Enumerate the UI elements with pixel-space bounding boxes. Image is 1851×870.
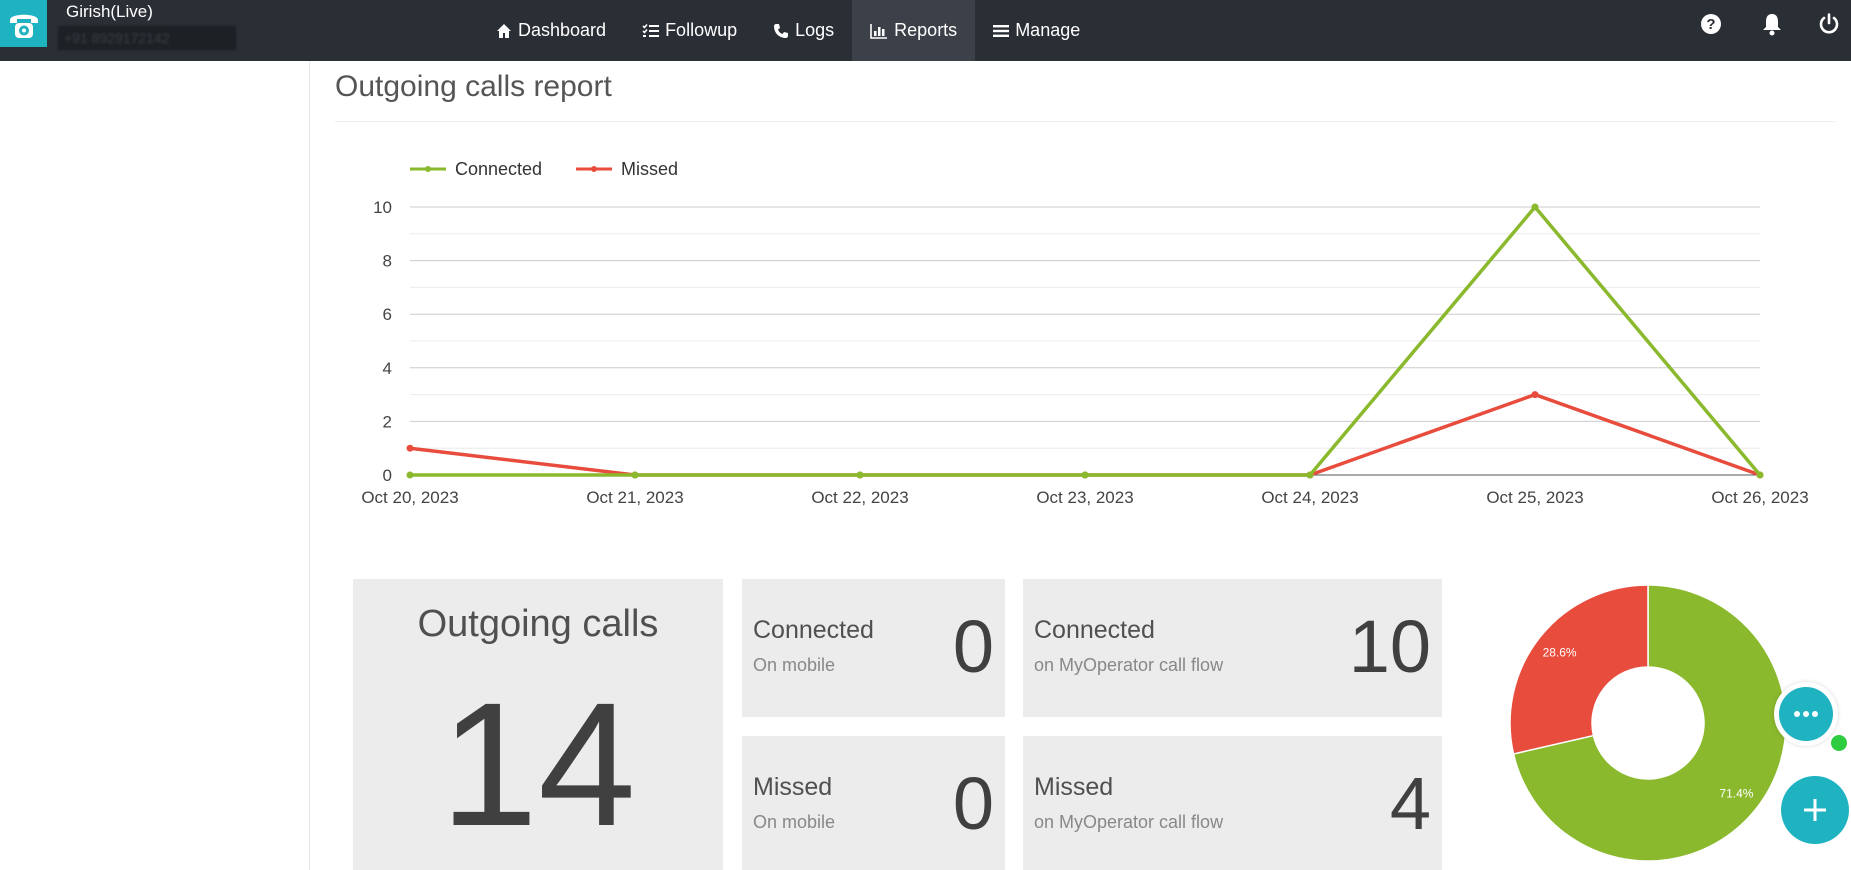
y-tick-label: 10 — [373, 198, 392, 217]
legend-marker — [425, 166, 431, 172]
missed-mobile-title: Missed — [753, 773, 833, 801]
checklist-icon — [642, 23, 660, 37]
account-phone: +91 8929172142 — [58, 26, 236, 50]
phone-logo-icon[interactable] — [0, 0, 47, 47]
data-point-connected — [631, 471, 639, 479]
connected-mobile-card: Connected On mobile 0 — [742, 579, 1005, 717]
connected-mobile-title: Connected — [753, 616, 874, 644]
missed-flow-card: Missed on MyOperator call flow 4 — [1023, 736, 1442, 870]
help-icon[interactable]: ? — [1698, 11, 1724, 37]
title-divider — [335, 121, 1835, 122]
x-tick-label: Oct 24, 2023 — [1261, 488, 1358, 507]
main-nav: Dashboard Followup Logs Reports Manage — [478, 0, 1098, 61]
data-point-missed — [406, 444, 414, 452]
missed-flow-sub: on MyOperator call flow — [1034, 812, 1224, 832]
power-icon[interactable] — [1816, 11, 1842, 37]
account-name: Girish(Live) — [66, 2, 153, 21]
nav-logs[interactable]: Logs — [755, 0, 852, 61]
donut-slice-label: 71.4% — [1719, 786, 1753, 800]
legend-label: Missed — [621, 159, 678, 179]
nav-followup[interactable]: Followup — [624, 0, 755, 61]
y-tick-label: 0 — [383, 466, 392, 485]
missed-mobile-card: Missed On mobile 0 — [742, 736, 1005, 870]
x-tick-label: Oct 20, 2023 — [361, 488, 458, 507]
calls-donut-chart: 71.4% 28.6% — [1509, 584, 1787, 862]
x-tick-label: Oct 26, 2023 — [1711, 488, 1808, 507]
plus-icon — [1804, 799, 1826, 821]
data-point-connected — [1306, 471, 1314, 479]
nav-reports[interactable]: Reports — [852, 0, 976, 61]
y-tick-label: 2 — [383, 412, 392, 431]
total-value: 14 — [440, 667, 636, 863]
nav-dashboard-label: Dashboard — [518, 20, 607, 40]
connected-mobile-value: 0 — [952, 605, 994, 688]
nav-manage[interactable]: Manage — [975, 0, 1098, 61]
legend-item: Connected — [410, 159, 542, 179]
data-point-connected — [1531, 203, 1539, 211]
sidebar-divider — [309, 61, 310, 870]
connected-flow-title: Connected — [1034, 616, 1155, 644]
donut-slice-label: 28.6% — [1543, 646, 1577, 660]
outgoing-calls-line-chart: 0 2 4 6 8 10 Oct 20, 2023 Oct 21, 2023 Oct 22, 2… — [361, 159, 1808, 507]
svg-text:?: ? — [1706, 16, 1715, 33]
x-tick-label: Oct 21, 2023 — [586, 488, 683, 507]
legend-item: Missed — [576, 159, 678, 179]
top-navbar: Girish(Live) +91 8929172142 Dashboard Fo… — [0, 0, 1851, 61]
data-point-connected — [856, 471, 864, 479]
home-icon — [497, 23, 511, 38]
online-status-dot — [1829, 733, 1849, 753]
outgoing-calls-total-card: Outgoing calls 14 — [353, 579, 723, 870]
legend-marker — [591, 166, 597, 172]
y-tick-label: 4 — [383, 359, 392, 378]
nav-manage-label: Manage — [1015, 20, 1081, 40]
connected-flow-sub: on MyOperator call flow — [1034, 655, 1224, 675]
missed-mobile-value: 0 — [952, 762, 994, 845]
nav-dashboard[interactable]: Dashboard — [478, 0, 624, 61]
missed-flow-value: 4 — [1389, 762, 1431, 845]
nav-logs-label: Logs — [795, 20, 835, 40]
data-point-connected — [1756, 471, 1764, 479]
data-point-connected — [406, 471, 414, 479]
series-line-missed — [409, 392, 1761, 477]
connected-flow-card: Connected on MyOperator call flow 10 — [1023, 579, 1442, 717]
chat-button[interactable] — [1774, 682, 1838, 746]
connected-flow-value: 10 — [1348, 605, 1431, 688]
total-label: Outgoing calls — [417, 603, 659, 645]
more-dots-icon — [1779, 687, 1833, 741]
bell-icon[interactable] — [1759, 11, 1785, 37]
y-tick-label: 6 — [383, 305, 392, 324]
data-point-missed — [1531, 391, 1539, 399]
page-title: Outgoing calls report — [335, 70, 612, 103]
phone-icon — [774, 23, 789, 38]
connected-mobile-sub: On mobile — [753, 655, 836, 675]
menu-icon — [993, 24, 1010, 37]
missed-mobile-sub: On mobile — [753, 812, 836, 832]
x-tick-label: Oct 23, 2023 — [1036, 488, 1133, 507]
x-tick-label: Oct 25, 2023 — [1486, 488, 1583, 507]
donut-slice-missed — [1509, 584, 1649, 755]
nav-reports-label: Reports — [894, 20, 958, 40]
add-button[interactable] — [1781, 776, 1849, 844]
donut-slice-connected — [1512, 584, 1787, 862]
bar-chart-icon — [870, 23, 888, 39]
legend-label: Connected — [455, 159, 542, 179]
data-point-connected — [1081, 471, 1089, 479]
missed-flow-title: Missed — [1034, 773, 1114, 801]
nav-followup-label: Followup — [665, 20, 738, 40]
x-tick-label: Oct 22, 2023 — [811, 488, 908, 507]
y-tick-label: 8 — [383, 252, 392, 271]
